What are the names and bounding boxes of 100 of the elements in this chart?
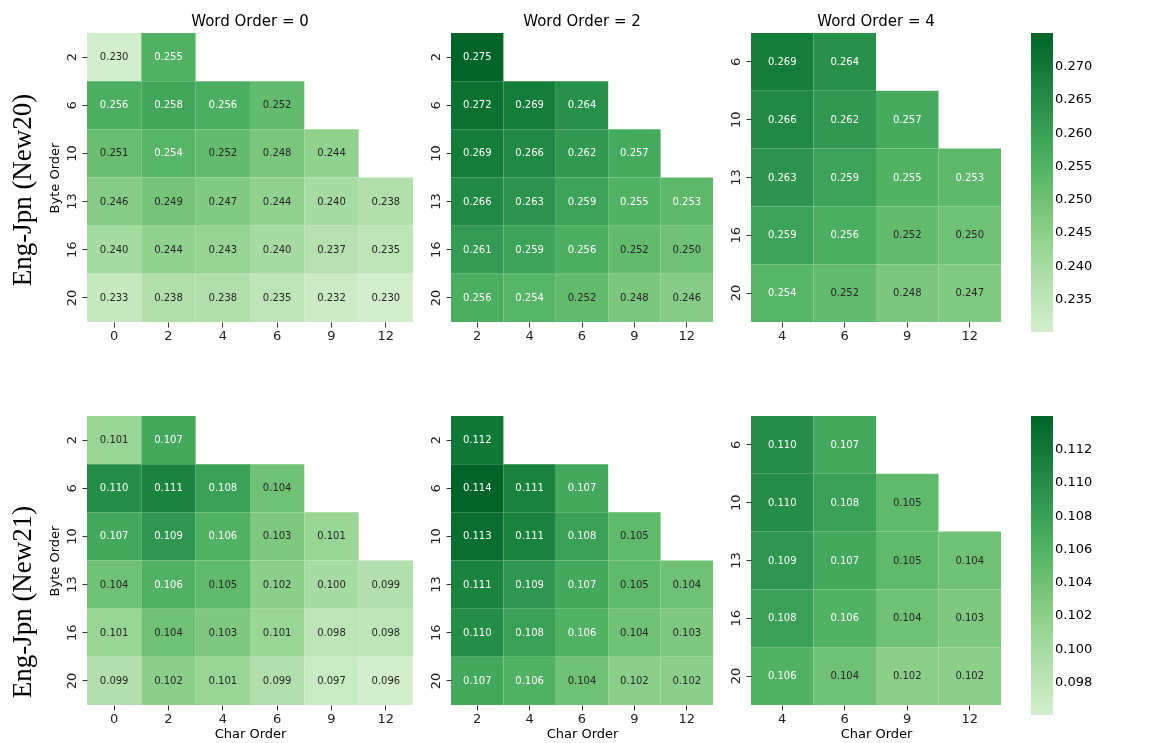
data-label: 0.110	[767, 438, 797, 450]
data-label: 0.261	[462, 243, 492, 255]
y-axis-title: Byte Order	[46, 141, 62, 214]
y-tick-label: 2	[63, 435, 79, 445]
y-tick-label: 20	[63, 672, 79, 690]
y-tick-label: 6	[427, 101, 443, 110]
data-label: 0.244	[154, 243, 183, 255]
y-tick-label: 16	[727, 227, 743, 244]
y-tick-label: 13	[63, 576, 79, 593]
data-label: 0.275	[462, 51, 492, 63]
data-label: 0.106	[515, 674, 544, 686]
data-label: 0.233	[99, 291, 129, 303]
data-label: 0.101	[99, 434, 129, 446]
data-label: 0.111	[462, 578, 492, 590]
chart-title: Word Order = 0	[191, 12, 309, 30]
data-label: 0.269	[462, 147, 492, 159]
data-label: 0.098	[317, 626, 346, 638]
y-tick-label: 10	[727, 111, 743, 128]
x-tick-label: 6	[273, 327, 282, 343]
data-label: 0.235	[371, 243, 401, 255]
data-label: 0.259	[767, 229, 797, 241]
data-label: 0.106	[208, 530, 238, 542]
data-label: 0.252	[620, 243, 649, 255]
data-label: 0.109	[154, 530, 183, 542]
data-label: 0.246	[672, 291, 702, 303]
x-tick-label: 6	[840, 710, 849, 726]
x-tick-label: 4	[525, 327, 534, 343]
data-label: 0.253	[672, 195, 702, 207]
y-tick-label: 20	[427, 289, 443, 307]
data-label: 0.252	[262, 99, 292, 111]
data-label: 0.103	[955, 612, 985, 624]
y-tick-label: 20	[727, 667, 743, 685]
x-tick-label: 2	[473, 710, 482, 726]
data-label: 0.103	[208, 626, 238, 638]
data-label: 0.111	[515, 530, 544, 542]
data-label: 0.104	[620, 626, 649, 638]
data-label: 0.103	[672, 626, 702, 638]
data-label: 0.097	[317, 674, 346, 686]
data-label: 0.104	[567, 674, 597, 686]
data-label: 0.264	[830, 55, 860, 67]
data-label: 0.250	[672, 243, 702, 255]
data-label: 0.104	[955, 554, 985, 566]
color-bar-label: 0.110	[1055, 474, 1093, 490]
data-label: 0.100	[317, 578, 346, 590]
data-label: 0.262	[567, 147, 597, 159]
x-tick-label: 12	[678, 327, 696, 343]
data-label: 0.266	[515, 147, 544, 159]
x-tick-label: 9	[903, 327, 912, 343]
color-bar-label: 0.250	[1055, 191, 1093, 207]
data-label: 0.105	[620, 530, 649, 542]
data-label: 0.105	[892, 496, 922, 508]
data-label: 0.107	[567, 578, 597, 590]
y-tick-label: 10	[427, 528, 443, 545]
data-label: 0.253	[955, 171, 985, 183]
y-tick-label: 6	[727, 440, 743, 450]
data-label: 0.105	[208, 578, 238, 590]
color-bar-label: 0.265	[1055, 91, 1093, 107]
data-label: 0.105	[620, 578, 649, 590]
x-axis-title: Char Order	[546, 725, 620, 741]
data-label: 0.256	[462, 291, 492, 303]
x-tick-label: 2	[164, 710, 173, 726]
data-label: 0.230	[99, 51, 129, 63]
data-label: 0.246	[99, 195, 129, 207]
y-tick-label: 6	[727, 57, 743, 67]
data-label: 0.098	[371, 626, 401, 638]
data-label: 0.244	[317, 147, 346, 159]
data-label: 0.102	[955, 670, 985, 682]
data-label: 0.107	[830, 438, 860, 450]
x-tick-label: 12	[678, 710, 696, 726]
data-label: 0.108	[515, 626, 544, 638]
data-label: 0.112	[462, 434, 492, 446]
data-label: 0.104	[262, 482, 292, 494]
data-label: 0.108	[767, 612, 797, 624]
x-tick-label: 12	[961, 710, 979, 726]
data-label: 0.107	[154, 434, 183, 446]
data-label: 0.263	[767, 171, 797, 183]
y-tick-label: 2	[63, 52, 79, 62]
data-label: 0.101	[317, 530, 346, 542]
x-tick-label: 12	[377, 710, 395, 726]
data-label: 0.237	[317, 243, 346, 255]
data-label: 0.099	[262, 674, 292, 686]
data-label: 0.269	[515, 99, 544, 111]
y-tick-label: 16	[63, 241, 79, 259]
data-label: 0.104	[892, 612, 922, 624]
data-label: 0.243	[208, 243, 238, 255]
data-label: 0.255	[620, 195, 649, 207]
x-axis-title: Char Order	[214, 725, 288, 741]
data-label: 0.254	[154, 147, 183, 159]
data-label: 0.108	[208, 482, 238, 494]
color-bar-label: 0.098	[1055, 673, 1093, 689]
x-tick-label: 12	[377, 327, 395, 343]
color-bar-label: 0.106	[1055, 540, 1093, 556]
data-label: 0.256	[208, 99, 238, 111]
y-tick-label: 10	[63, 145, 79, 162]
x-tick-label: 9	[327, 327, 336, 343]
x-axis-title: Char Order	[840, 725, 914, 741]
data-label: 0.104	[99, 578, 129, 590]
y-tick-label: 13	[427, 193, 443, 210]
data-label: 0.111	[515, 482, 544, 494]
data-label: 0.102	[892, 670, 922, 682]
